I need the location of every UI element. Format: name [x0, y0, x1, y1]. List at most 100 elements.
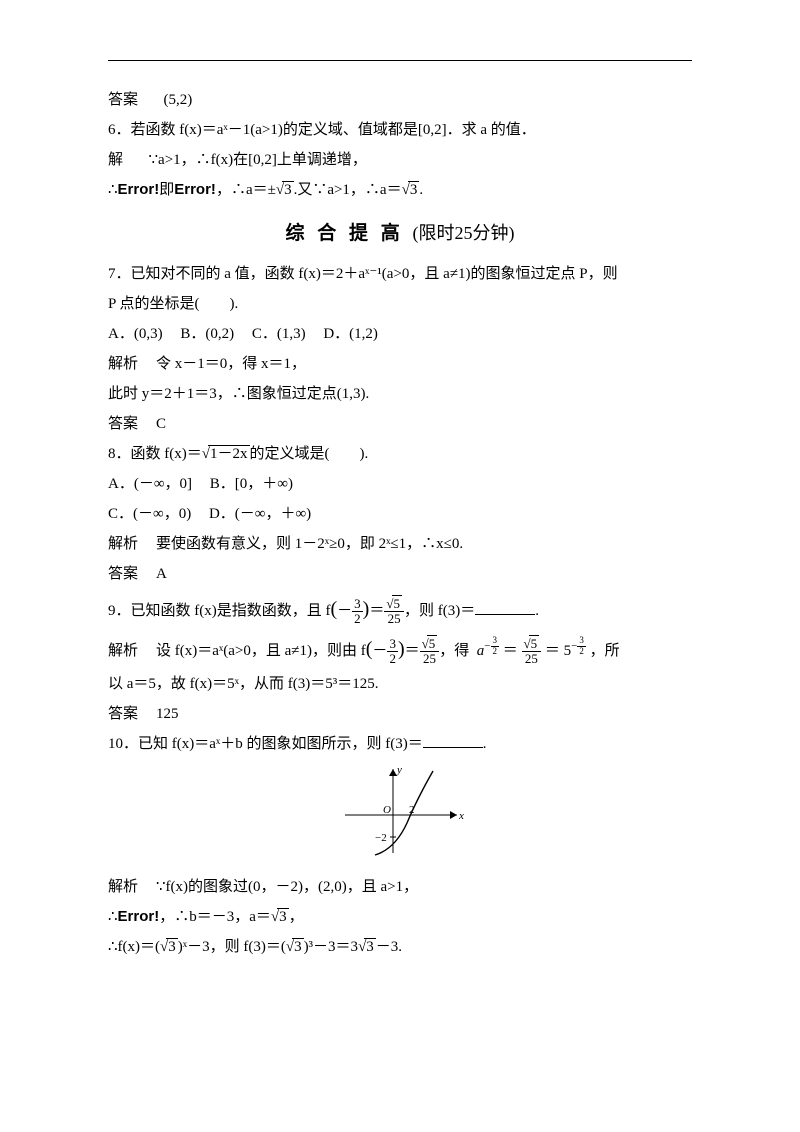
- q8-options-1: A．(－∞，0] B．[0，＋∞): [108, 469, 692, 499]
- xtick: 2: [409, 804, 415, 816]
- num: 5: [420, 637, 440, 652]
- opt-a: A．(0,3): [108, 319, 163, 349]
- rad: 3: [364, 938, 376, 955]
- num: 5: [522, 637, 542, 652]
- rad: 5: [392, 595, 403, 611]
- sqrt-3: 3: [271, 902, 289, 932]
- den: 25: [420, 652, 440, 666]
- sqrt-expr: 1－2x: [202, 439, 250, 469]
- q10-sol-b: ∴Error!，∴b＝－3，a＝3，: [108, 902, 692, 932]
- end: ，: [289, 909, 304, 925]
- title-main: 综 合 提 高: [285, 223, 403, 244]
- q10-sol-c: ∴f(x)＝(3)ˣ－3，则 f(3)＝(3)³－3＝33－3.: [108, 932, 692, 962]
- d: 2: [577, 647, 586, 657]
- q10-graph: O x y 2 −2: [108, 763, 692, 870]
- error-text: Error!: [118, 181, 160, 198]
- rad: 3: [282, 181, 294, 198]
- q6-sol-line2: ∴Error!即Error!，∴a＝±3.又∵a>1，∴a＝3.: [108, 175, 692, 205]
- tail: ，所: [590, 643, 620, 659]
- opt-b: B．[0，＋∞): [210, 469, 293, 499]
- suf: ，则 f(3)＝: [404, 603, 475, 619]
- frac-3-2: 32: [387, 637, 398, 667]
- label: 解析: [108, 356, 138, 372]
- q7-text-b: P 点的坐标是( ).: [108, 289, 692, 319]
- q9-text: 9．已知函数 f(x)是指数函数，且 f(－32)＝525，则 f(3)＝.: [108, 589, 692, 629]
- opt-c: C．(1,3): [252, 319, 306, 349]
- label: 答案: [108, 416, 138, 432]
- mid: 即: [159, 182, 174, 198]
- value: (5,2): [164, 92, 193, 108]
- label: 解析: [108, 536, 138, 552]
- q8-text: 8．函数 f(x)＝1－2x的定义域是( ).: [108, 439, 692, 469]
- rad: 3: [292, 938, 304, 955]
- eq: ＝: [405, 643, 420, 659]
- eq: ＝: [369, 603, 384, 619]
- d: 2: [491, 647, 500, 657]
- q7-answer: 答案C: [108, 409, 692, 439]
- frac-sqrt5-25: 525: [384, 597, 404, 627]
- den: 25: [522, 652, 542, 666]
- q10-text: 10．已知 f(x)＝aˣ＋b 的图象如图所示，则 f(3)＝.: [108, 729, 692, 759]
- rad: 5: [529, 635, 540, 651]
- label: 解: [108, 152, 123, 168]
- t1: 设 f(x)＝aˣ(a>0，且 a≠1)，则由 f: [156, 643, 366, 659]
- opt-c: C．(－∞，0): [108, 499, 191, 529]
- frac-sqrt5-25: 525: [522, 637, 542, 667]
- q7-options: A．(0,3) B．(0,2) C．(1,3) D．(1,2): [108, 319, 692, 349]
- t4: －3.: [376, 939, 402, 955]
- q10-sol-a: 解析 ∵f(x)的图象过(0，－2)，(2,0)，且 a>1，: [108, 872, 692, 902]
- num: 5: [384, 597, 404, 612]
- rad: 1－2x: [208, 445, 250, 462]
- num: 3: [352, 597, 363, 612]
- exp: −32: [571, 640, 586, 652]
- rad: 5: [427, 635, 438, 651]
- q7-sol-b: 此时 y＝2＋1＝3，∴图象恒过定点(1,3).: [108, 379, 692, 409]
- q6-text: 6．若函数 f(x)＝aˣ－1(a>1)的定义域、值域都是[0,2]．求 a 的…: [108, 115, 692, 145]
- end: .: [419, 182, 423, 198]
- sym: ∴: [108, 182, 118, 198]
- txt: 10．已知 f(x)＝aˣ＋b 的图象如图所示，则 f(3)＝: [108, 736, 423, 752]
- den: 2: [387, 652, 398, 666]
- pre: 9．已知函数 f(x)是指数函数，且 f: [108, 603, 330, 619]
- txt: ，∴b＝－3，a＝: [159, 909, 271, 925]
- page-rule: [108, 60, 692, 61]
- ytick: −2: [375, 832, 387, 844]
- label: 答案: [108, 92, 138, 108]
- text: 要使函数有意义，则 1－2ˣ≥0，即 2ˣ≤1，∴x≤0.: [156, 536, 463, 552]
- q9-sol-b: 以 a＝5，故 f(x)＝5ˣ，从而 f(3)＝5³＝125.: [108, 669, 692, 699]
- exp: −32: [484, 640, 499, 652]
- neg: －: [337, 603, 352, 619]
- title-sub: (限时25分钟): [413, 223, 515, 243]
- opt-b: B．(0,2): [180, 319, 234, 349]
- error-text: Error!: [118, 908, 160, 925]
- text: 令 x－1＝0，得 x＝1，: [156, 356, 306, 372]
- rad: 3: [408, 181, 420, 198]
- q7-sol-a: 解析 令 x－1＝0，得 x＝1，: [108, 349, 692, 379]
- frac-sqrt5-25: 525: [420, 637, 440, 667]
- suf: 的定义域是( ).: [250, 446, 369, 462]
- y-label: y: [396, 764, 402, 776]
- den: 2: [352, 612, 363, 626]
- den: 25: [384, 612, 404, 626]
- rad: 3: [277, 908, 289, 925]
- q8-answer: 答案A: [108, 559, 692, 589]
- neg: －: [372, 643, 387, 659]
- opt-d: D．(1,2): [323, 319, 378, 349]
- t3: )³－3＝3: [304, 939, 359, 955]
- blank: [475, 599, 535, 615]
- label: 解析: [108, 879, 138, 895]
- label: 答案: [108, 566, 138, 582]
- mid: ，得: [439, 643, 469, 659]
- label: 解析: [108, 643, 138, 659]
- q9-sol-a: 解析设 f(x)＝aˣ(a>0，且 a≠1)，则由 f(－32)＝525，得 a…: [108, 629, 692, 669]
- graph-svg: O x y 2 −2: [335, 763, 465, 859]
- eq: ＝: [503, 643, 518, 659]
- rad: 3: [166, 938, 178, 955]
- q8-sol: 解析 要使函数有意义，则 1－2ˣ≥0，即 2ˣ≤1，∴x≤0.: [108, 529, 692, 559]
- rparen: ): [398, 638, 405, 660]
- answer-5: 答案 (5,2): [108, 85, 692, 115]
- q6-sol-line1: 解 ∵a>1，∴f(x)在[0,2]上单调递增，: [108, 145, 692, 175]
- frac-3-2: 32: [352, 597, 363, 627]
- opt-d: D．(－∞，＋∞): [209, 499, 311, 529]
- text: ∵f(x)的图象过(0，－2)，(2,0)，且 a>1，: [156, 879, 418, 895]
